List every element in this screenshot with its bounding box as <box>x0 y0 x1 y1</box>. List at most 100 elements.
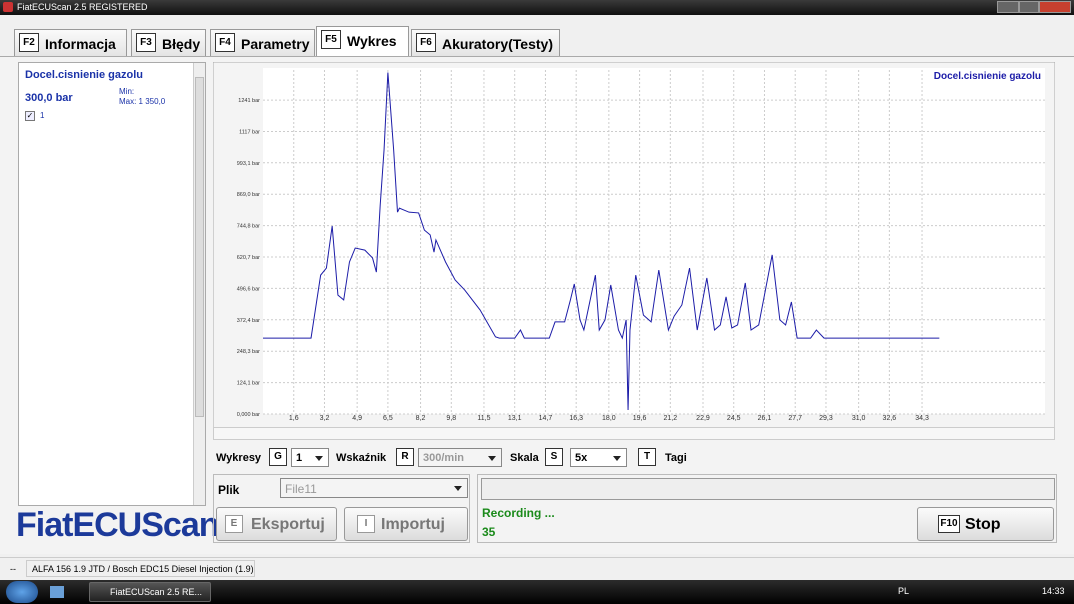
key[interactable]: T <box>638 448 656 466</box>
tab-key: F2 <box>19 33 39 52</box>
scale-label: Skala <box>510 452 539 464</box>
x-tick-label: 13,1 <box>508 415 522 422</box>
task-button[interactable]: FiatECUScan 2.5 RE... <box>89 582 211 602</box>
key: I <box>357 515 375 533</box>
tab-label: Akuratory(Testy) <box>442 36 553 52</box>
plot-area <box>263 68 1045 414</box>
tab[interactable]: F6 Akuratory(Testy) <box>411 29 560 56</box>
tab-label: Wykres <box>347 33 397 49</box>
signal-value: 300,0 bar <box>25 92 73 104</box>
y-tick-label: 744,8 bar <box>237 224 260 230</box>
tab-key: F5 <box>321 30 341 49</box>
x-tick-label: 16,3 <box>569 415 583 422</box>
tab-label: Parametry <box>241 36 310 52</box>
checkbox[interactable]: ✓ <box>25 111 35 121</box>
x-tick-label: 14,7 <box>539 415 553 422</box>
file-dropdown[interactable]: File11 <box>280 478 468 498</box>
export-button[interactable]: E Eksportuj <box>216 507 337 541</box>
tab-active[interactable]: F5 Wykres <box>316 26 409 57</box>
key: G <box>269 448 287 466</box>
key: F10 <box>938 515 960 533</box>
x-tick-label: 1,6 <box>289 415 299 422</box>
key: R <box>396 448 414 466</box>
signal-max: Max: 1 350,0 <box>119 97 166 106</box>
stop-button[interactable]: F10 Stop <box>917 507 1054 541</box>
maximize-button[interactable] <box>1019 1 1039 13</box>
chart: 0,000 bar 124,1 bar 248,3 bar 372,4 bar 496,… <box>213 62 1055 440</box>
logo: FiatECUScan <box>16 506 219 544</box>
progress-box <box>481 478 1055 500</box>
signal-name: Docel.cisnienie gazolu <box>25 69 143 81</box>
x-tick-label: 19,6 <box>633 415 647 422</box>
scale-dropdown[interactable]: 5x <box>570 448 627 467</box>
dropdown-value: 1 <box>296 452 303 464</box>
x-tick-label: 32,6 <box>883 415 897 422</box>
charts-dropdown[interactable]: 1 <box>291 448 329 467</box>
key: S <box>545 448 563 466</box>
import-button[interactable]: I Importuj <box>344 507 468 541</box>
tags-label: Tagi <box>665 452 687 464</box>
tab-label: Informacja <box>45 36 116 52</box>
recording-text: Recording ... <box>482 506 555 520</box>
pointer-dropdown[interactable]: 300/min <box>418 448 502 467</box>
pointer-label: Wskaźnik <box>336 452 387 464</box>
dropdown-value: 300/min <box>423 452 464 464</box>
vehicle-info: ALFA 156 1.9 JTD / Bosch EDC15 Diesel In… <box>32 564 254 574</box>
title-bar: FiatECUScan 2.5 REGISTERED <box>0 0 1074 15</box>
status-left: -- <box>10 564 16 574</box>
quick-launch-icon[interactable] <box>50 586 64 598</box>
y-tick-label: 372,4 bar <box>237 318 260 324</box>
taskbar: FiatECUScan 2.5 RE... PL 14:33 <box>0 580 1074 604</box>
key: E <box>225 515 243 533</box>
app-icon <box>3 2 13 12</box>
dropdown-value: 5x <box>575 452 588 464</box>
x-tick-label: 26,1 <box>758 415 772 422</box>
x-tick-label: 18,0 <box>602 415 616 422</box>
h-scrollbar[interactable] <box>213 427 1055 440</box>
data-line <box>263 72 940 410</box>
x-tick-label: 27,7 <box>788 415 802 422</box>
close-button[interactable] <box>1039 1 1071 13</box>
file-label: Plik <box>218 483 240 497</box>
x-tick-label: 34,3 <box>915 415 929 422</box>
button-label: Importuj <box>381 516 445 533</box>
signal-min: Min: <box>119 87 135 96</box>
window-title: FiatECUScan 2.5 REGISTERED <box>17 2 148 12</box>
task-label: FiatECUScan 2.5 RE... <box>110 587 203 597</box>
y-tick-label: 124,1 bar <box>237 381 260 387</box>
x-tick-label: 11,5 <box>477 415 490 422</box>
language: PL <box>898 586 910 596</box>
charts-label: Wykresy <box>216 452 262 464</box>
x-tick-label: 29,3 <box>819 415 833 422</box>
signal-panel: Docel.cisnienie gazolu 300,0 bar Min: Ma… <box>18 62 206 506</box>
button-label: Stop <box>965 516 1001 533</box>
status-panel: Recording ... 35 F10 Stop <box>477 474 1057 543</box>
scrollbar[interactable] <box>193 63 205 505</box>
status-cell <box>26 560 255 577</box>
tab[interactable]: F3 Błędy <box>131 29 206 56</box>
y-tick-label: 993,1 bar <box>237 161 260 167</box>
x-tick-label: 24,5 <box>727 415 741 422</box>
start-button[interactable] <box>6 581 38 603</box>
x-tick-label: 31,0 <box>852 415 866 422</box>
minimize-button[interactable] <box>997 1 1019 13</box>
channel-label: 1 <box>40 111 45 120</box>
tab-key: F6 <box>416 33 436 52</box>
x-tick-label: 9,8 <box>446 415 456 422</box>
y-tick-label: 496,6 bar <box>237 286 260 292</box>
x-tick-label: 8,2 <box>416 415 426 422</box>
x-tick-label: 21,2 <box>664 415 678 422</box>
tab-label: Błędy <box>162 36 201 52</box>
file-panel: Plik File11 E Eksportuj I Importuj <box>213 474 470 543</box>
status-bar: -- ALFA 156 1.9 JTD / Bosch EDC15 Diesel… <box>0 557 1074 579</box>
y-tick-label: 1241 bar <box>238 98 260 104</box>
y-tick-label: 0,000 bar <box>237 412 260 418</box>
tab-key: F3 <box>136 33 156 52</box>
clock: 14:33 <box>1042 586 1065 596</box>
tab[interactable]: F2 Informacja <box>14 29 127 56</box>
tab[interactable]: F4 Parametry <box>210 29 315 56</box>
y-tick-label: 248,3 bar <box>237 349 260 355</box>
x-tick-label: 6,5 <box>383 415 393 422</box>
x-tick-label: 3,2 <box>320 415 330 422</box>
